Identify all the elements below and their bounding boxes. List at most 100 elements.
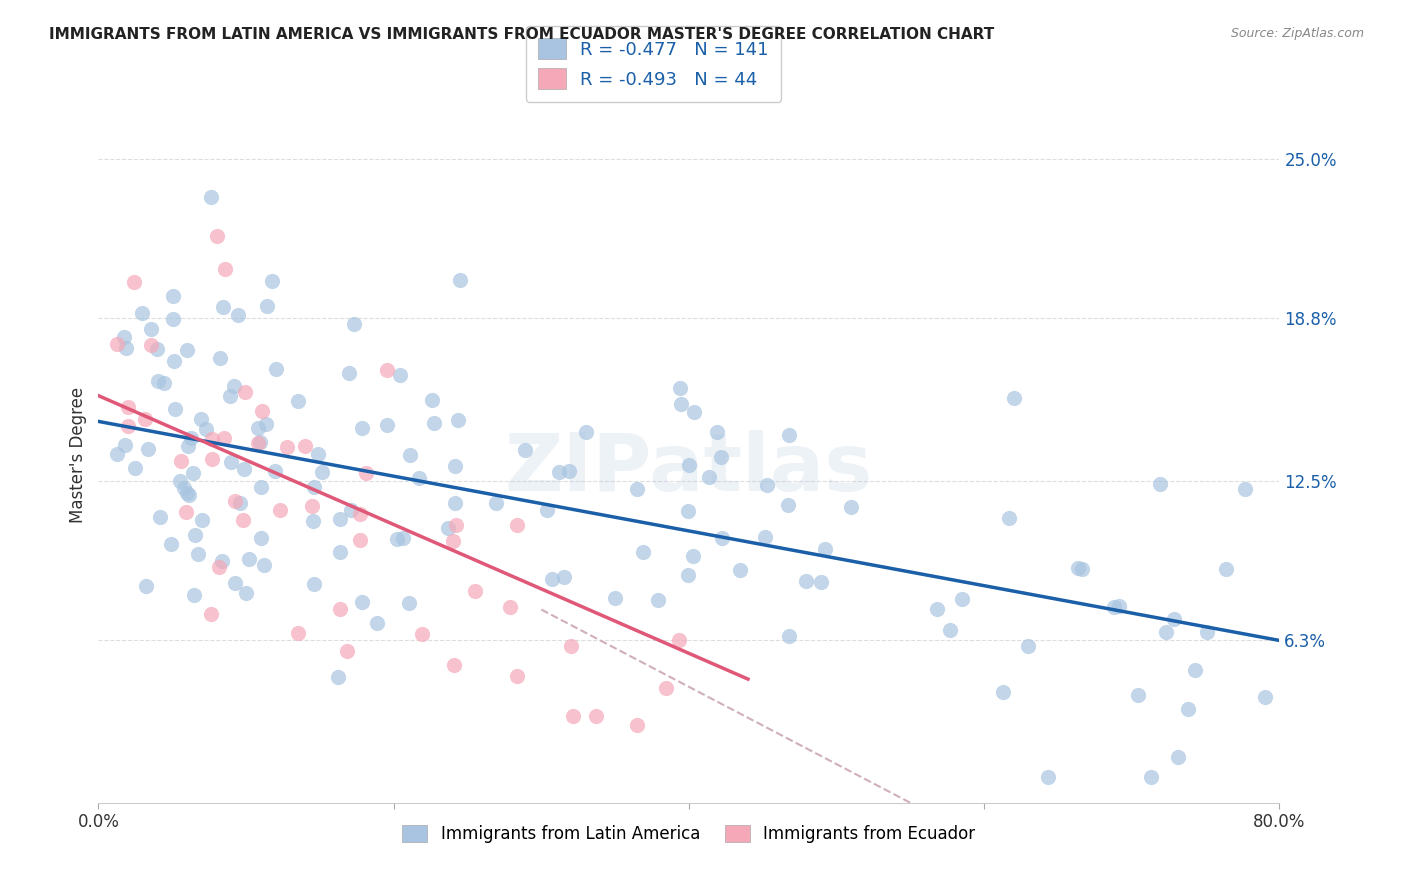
Point bbox=[179, 488, 201, 502]
Point bbox=[540, 572, 562, 586]
Point bbox=[117, 419, 139, 434]
Point bbox=[287, 393, 309, 408]
Point bbox=[756, 478, 779, 492]
Point bbox=[146, 374, 169, 388]
Point bbox=[352, 421, 374, 435]
Point bbox=[938, 624, 960, 638]
Point bbox=[1167, 749, 1189, 764]
Point bbox=[676, 568, 699, 582]
Point bbox=[105, 336, 128, 351]
Point bbox=[354, 466, 377, 480]
Text: Source: ZipAtlas.com: Source: ZipAtlas.com bbox=[1230, 27, 1364, 40]
Point bbox=[506, 669, 529, 683]
Point bbox=[1017, 640, 1039, 654]
Point bbox=[294, 440, 316, 454]
Point bbox=[180, 431, 202, 445]
Point bbox=[135, 579, 157, 593]
Point bbox=[200, 452, 222, 467]
Point bbox=[411, 627, 433, 641]
Point bbox=[326, 670, 349, 684]
Point bbox=[208, 351, 231, 366]
Point bbox=[247, 435, 270, 450]
Legend: Immigrants from Latin America, Immigrants from Ecuador: Immigrants from Latin America, Immigrant… bbox=[395, 819, 983, 850]
Point bbox=[560, 639, 582, 653]
Point bbox=[214, 262, 236, 277]
Point bbox=[558, 464, 581, 478]
Point bbox=[226, 308, 249, 322]
Point bbox=[229, 496, 252, 510]
Point bbox=[335, 644, 357, 658]
Point bbox=[1184, 663, 1206, 677]
Point bbox=[224, 576, 246, 591]
Point bbox=[631, 544, 654, 558]
Point bbox=[250, 404, 273, 418]
Point bbox=[176, 343, 198, 357]
Point bbox=[212, 432, 235, 446]
Point bbox=[626, 482, 648, 496]
Point bbox=[730, 563, 752, 577]
Point bbox=[139, 338, 162, 352]
Point bbox=[276, 440, 298, 454]
Point bbox=[329, 545, 352, 559]
Point bbox=[349, 507, 371, 521]
Point bbox=[668, 381, 690, 395]
Point bbox=[444, 518, 467, 533]
Point bbox=[1108, 599, 1130, 613]
Point bbox=[200, 432, 222, 446]
Point bbox=[1195, 625, 1218, 640]
Point bbox=[187, 547, 209, 561]
Point bbox=[235, 586, 257, 600]
Point bbox=[260, 275, 283, 289]
Point bbox=[329, 512, 352, 526]
Point bbox=[162, 288, 184, 302]
Point bbox=[224, 493, 246, 508]
Point bbox=[311, 465, 333, 479]
Point bbox=[174, 505, 197, 519]
Point bbox=[219, 388, 242, 402]
Point bbox=[603, 591, 626, 606]
Point bbox=[536, 503, 558, 517]
Point bbox=[585, 709, 607, 723]
Point bbox=[682, 404, 704, 418]
Point bbox=[423, 416, 446, 430]
Point bbox=[446, 412, 468, 426]
Point bbox=[441, 534, 464, 549]
Point bbox=[124, 460, 146, 475]
Point bbox=[449, 273, 471, 287]
Point bbox=[1163, 612, 1185, 626]
Point bbox=[256, 299, 278, 313]
Point bbox=[337, 366, 360, 380]
Point bbox=[485, 496, 508, 510]
Point bbox=[232, 462, 254, 476]
Point bbox=[250, 480, 273, 494]
Point bbox=[200, 607, 222, 621]
Y-axis label: Master's Degree: Master's Degree bbox=[69, 387, 87, 523]
Point bbox=[177, 439, 200, 453]
Point bbox=[183, 528, 205, 542]
Point bbox=[339, 503, 361, 517]
Text: ZIPatlas: ZIPatlas bbox=[505, 430, 873, 508]
Point bbox=[676, 504, 699, 518]
Point bbox=[183, 588, 205, 602]
Point bbox=[993, 685, 1015, 699]
Point bbox=[1002, 392, 1025, 406]
Point bbox=[114, 438, 136, 452]
Point bbox=[1102, 600, 1125, 615]
Point bbox=[375, 417, 398, 432]
Point bbox=[122, 275, 145, 289]
Point bbox=[181, 466, 204, 480]
Point bbox=[139, 322, 162, 336]
Point bbox=[710, 450, 733, 465]
Point bbox=[366, 616, 388, 631]
Point bbox=[1140, 770, 1163, 784]
Point bbox=[647, 593, 669, 607]
Point bbox=[212, 300, 235, 314]
Point bbox=[1126, 688, 1149, 702]
Point bbox=[117, 400, 139, 414]
Point bbox=[205, 228, 228, 243]
Point bbox=[655, 681, 678, 696]
Point bbox=[207, 560, 229, 574]
Point bbox=[927, 602, 949, 616]
Point bbox=[1154, 624, 1177, 639]
Point bbox=[506, 518, 529, 533]
